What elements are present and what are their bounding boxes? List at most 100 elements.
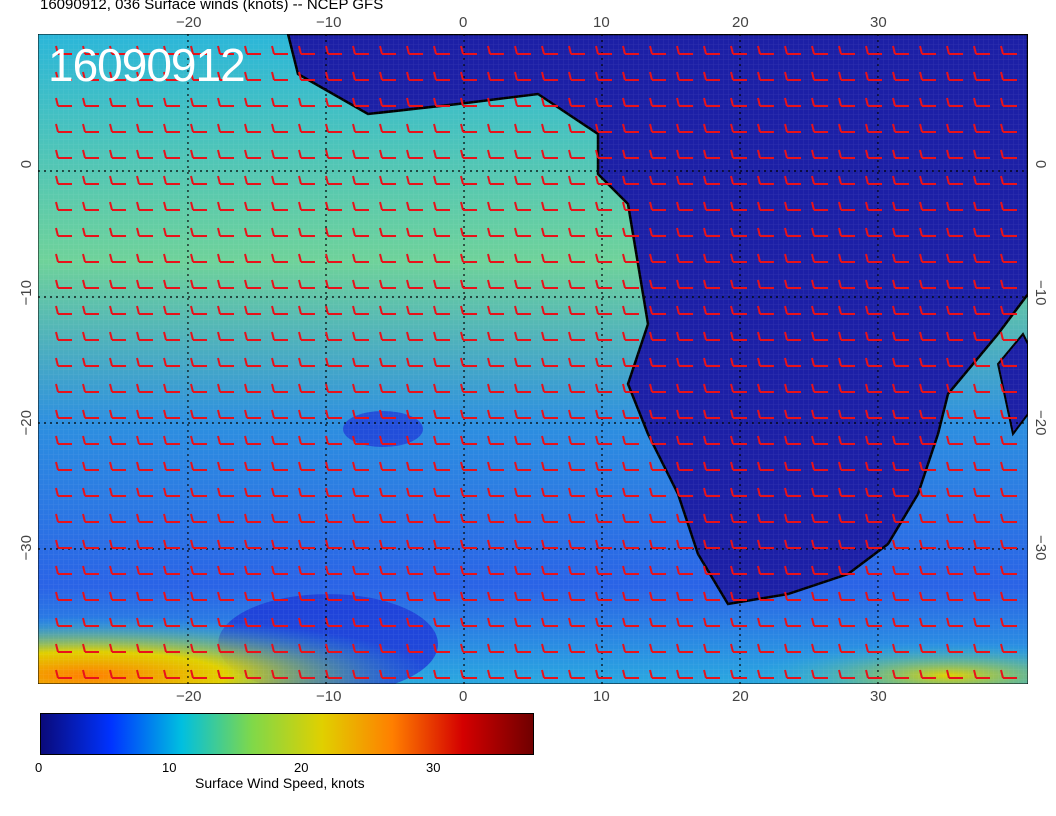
wind-barb [946, 149, 963, 159]
wind-barb [433, 513, 450, 523]
wind-barb [595, 305, 612, 315]
colorbar-tick: 0 [35, 760, 43, 775]
wind-barb [676, 123, 693, 133]
wind-barb [703, 643, 720, 653]
wind-barb [109, 435, 126, 445]
wind-barb [838, 565, 855, 575]
wind-barb [325, 669, 342, 679]
wind-barb [676, 435, 693, 445]
wind-barb [865, 643, 882, 653]
wind-barb [730, 279, 747, 289]
wind-barb [433, 539, 450, 549]
wind-barb [811, 383, 828, 393]
wind-barb [595, 643, 612, 653]
wind-barb [325, 539, 342, 549]
wind-barb [217, 409, 234, 419]
wind-barb [541, 279, 558, 289]
wind-barb [190, 279, 207, 289]
wind-barb [352, 357, 369, 367]
wind-barb [1000, 435, 1017, 445]
wind-barb [433, 435, 450, 445]
wind-barb [973, 409, 990, 419]
wind-barb [487, 71, 504, 81]
wind-barb [676, 565, 693, 575]
wind-barb [649, 617, 666, 627]
wind-barb [757, 45, 774, 55]
wind-barb [271, 97, 288, 107]
wind-barb [298, 149, 315, 159]
wind-barb [973, 669, 990, 679]
wind-barb [703, 253, 720, 263]
wind-barb [460, 643, 477, 653]
wind-barb [568, 357, 585, 367]
wind-barb [730, 409, 747, 419]
wind-barb [271, 591, 288, 601]
wind-barb [757, 279, 774, 289]
wind-barb [919, 45, 936, 55]
wind-barb [703, 617, 720, 627]
wind-barb [1000, 409, 1017, 419]
wind-barb [163, 253, 180, 263]
wind-barb [217, 71, 234, 81]
wind-barb [379, 279, 396, 289]
wind-barb [811, 123, 828, 133]
wind-barb [433, 357, 450, 367]
wind-barb [946, 201, 963, 211]
wind-barb [406, 643, 423, 653]
wind-barb [622, 461, 639, 471]
wind-barb [811, 409, 828, 419]
wind-barb [811, 539, 828, 549]
wind-barb [757, 71, 774, 81]
wind-barb [190, 669, 207, 679]
wind-barb [487, 305, 504, 315]
wind-barb [703, 123, 720, 133]
wind-barb [595, 331, 612, 341]
wind-barb [271, 253, 288, 263]
wind-barb [271, 357, 288, 367]
wind-barb [838, 305, 855, 315]
wind-barb [163, 591, 180, 601]
wind-barb [730, 331, 747, 341]
wind-barb [622, 279, 639, 289]
wind-barb [622, 175, 639, 185]
wind-barb [298, 45, 315, 55]
wind-barb [811, 357, 828, 367]
wind-barb [919, 253, 936, 263]
wind-barb [784, 253, 801, 263]
wind-barb [406, 97, 423, 107]
wind-barb [649, 305, 666, 315]
wind-barb [352, 513, 369, 523]
wind-barb [919, 305, 936, 315]
wind-barb [919, 643, 936, 653]
wind-barb [406, 253, 423, 263]
wind-barb [487, 435, 504, 445]
wind-barb [892, 643, 909, 653]
wind-barb [82, 435, 99, 445]
wind-barb [568, 461, 585, 471]
wind-barb [730, 305, 747, 315]
wind-barb [163, 565, 180, 575]
wind-barb [271, 279, 288, 289]
wind-barb [973, 435, 990, 445]
wind-barb [298, 71, 315, 81]
wind-barb [352, 617, 369, 627]
wind-barb [244, 383, 261, 393]
wind-barb [460, 97, 477, 107]
wind-barb [946, 383, 963, 393]
wind-barb [298, 201, 315, 211]
wind-barb [946, 71, 963, 81]
wind-barb [568, 617, 585, 627]
wind-barb [838, 357, 855, 367]
wind-barb [352, 461, 369, 471]
wind-barb [703, 461, 720, 471]
wind-barb [163, 461, 180, 471]
wind-barb [649, 123, 666, 133]
wind-barb [325, 617, 342, 627]
wind-barb [730, 591, 747, 601]
wind-barb [406, 175, 423, 185]
wind-barb [217, 123, 234, 133]
wind-barb [919, 201, 936, 211]
lat-tick-right: 0 [1032, 160, 1049, 169]
wind-barb [163, 435, 180, 445]
wind-barb [244, 201, 261, 211]
